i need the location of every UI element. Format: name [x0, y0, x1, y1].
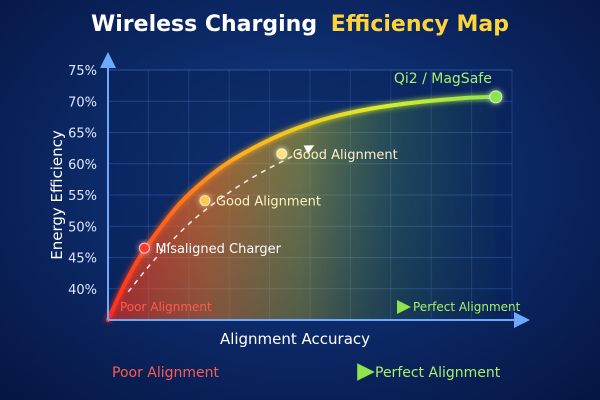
y-tick-label: 40%: [68, 283, 97, 298]
y-tick-labels: 75% 70% 65% 60% 55% 50% 45% 40%: [68, 64, 97, 298]
y-tick-label: 70%: [68, 95, 97, 110]
inner-legend-poor: Poor Alignment: [120, 300, 212, 314]
data-point-label: Qi2 / MagSafe: [394, 71, 492, 87]
chart-title: Wireless Charging Efficiency Map: [91, 12, 509, 37]
y-tick-label: 60%: [68, 158, 97, 173]
data-point-marker: [199, 195, 211, 207]
efficiency-curve: [106, 94, 498, 322]
data-point-label: Good Alignment: [216, 195, 321, 210]
data-point-label: Good Alignment: [293, 148, 398, 163]
efficiency-area: [108, 96, 496, 320]
bottom-legend-poor: Poor Alignment: [112, 365, 220, 381]
y-tick-label: 65%: [68, 127, 97, 142]
progress-dashed-arrow: [127, 145, 315, 293]
data-point-marker: [138, 242, 150, 254]
chart-title-part2: Efficiency Map: [331, 12, 509, 37]
y-axis-label: Energy Efficiency: [48, 130, 66, 260]
data-points: Misaligned Charger Good Alignment Good Ali…: [138, 71, 503, 257]
data-point-label: Misaligned Charger: [155, 242, 281, 257]
data-point-marker: [489, 90, 503, 104]
inner-legend-perfect: Perfect Alignment: [413, 300, 521, 314]
data-point-marker: [276, 148, 288, 160]
bottom-legend-perfect: Perfect Alignment: [375, 365, 501, 381]
y-tick-label: 50%: [68, 220, 97, 235]
chart-title-part1: Wireless Charging: [91, 12, 317, 37]
y-tick-label: 55%: [68, 189, 97, 204]
x-axis-label: Alignment Accuracy: [220, 330, 370, 348]
y-tick-label: 45%: [68, 252, 97, 267]
y-tick-label: 75%: [68, 64, 97, 79]
